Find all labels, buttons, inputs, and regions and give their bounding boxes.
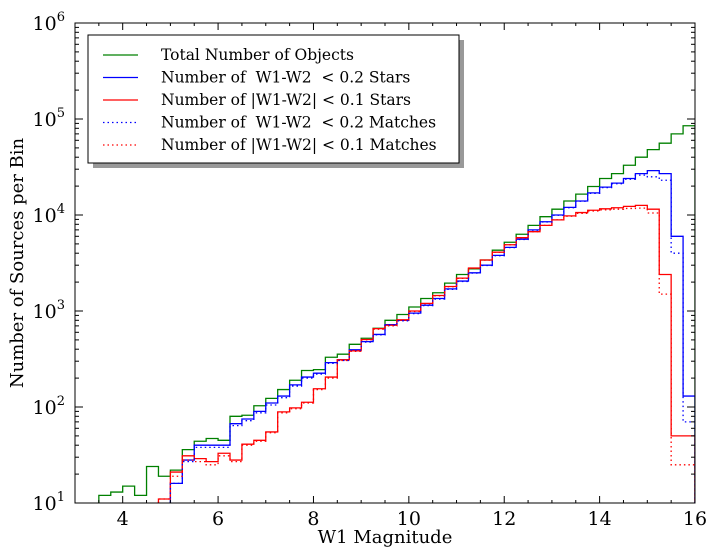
y-tick-label: 104: [33, 202, 65, 227]
legend-label: Number of W1-W2 < 0.2 Stars: [161, 69, 410, 87]
y-tick-label: 102: [33, 394, 65, 419]
y-tick-label: 101: [33, 490, 65, 515]
legend-label: Number of |W1-W2| < 0.1 Matches: [161, 136, 437, 154]
plot-area: [98, 125, 695, 503]
legend-label: Number of W1-W2 < 0.2 Matches: [161, 114, 436, 132]
y-axis: 101 102 103 104 105 106: [33, 10, 695, 515]
series-line-4: [169, 174, 695, 503]
x-tick-label: 10: [397, 508, 421, 530]
x-axis: 4 6 8 10 12 14 16: [98, 23, 707, 530]
x-tick-label: 6: [212, 508, 224, 530]
x-tick-label: 14: [588, 508, 612, 530]
legend-label: Total Number of Objects: [161, 46, 354, 64]
x-axis-label: W1 Magnitude: [318, 527, 453, 548]
series-line-5: [157, 207, 695, 503]
x-tick-label: 8: [307, 508, 319, 530]
x-tick-label: 12: [492, 508, 516, 530]
series-line-3: [157, 204, 695, 503]
y-tick-label: 103: [33, 298, 65, 323]
y-axis-label: Number of Sources per Bin: [7, 137, 28, 388]
legend: Total Number of Objects Number of W1-W2 <…: [87, 34, 464, 168]
legend-label: Number of |W1-W2| < 0.1 Stars: [161, 91, 411, 109]
x-tick-label: 4: [117, 508, 129, 530]
legend-box: [87, 34, 460, 164]
series-line-2: [169, 169, 695, 503]
y-tick-label: 105: [33, 106, 65, 131]
y-tick-label: 106: [33, 10, 65, 35]
x-tick-label: 16: [683, 508, 707, 530]
series-line-1: [98, 125, 695, 503]
